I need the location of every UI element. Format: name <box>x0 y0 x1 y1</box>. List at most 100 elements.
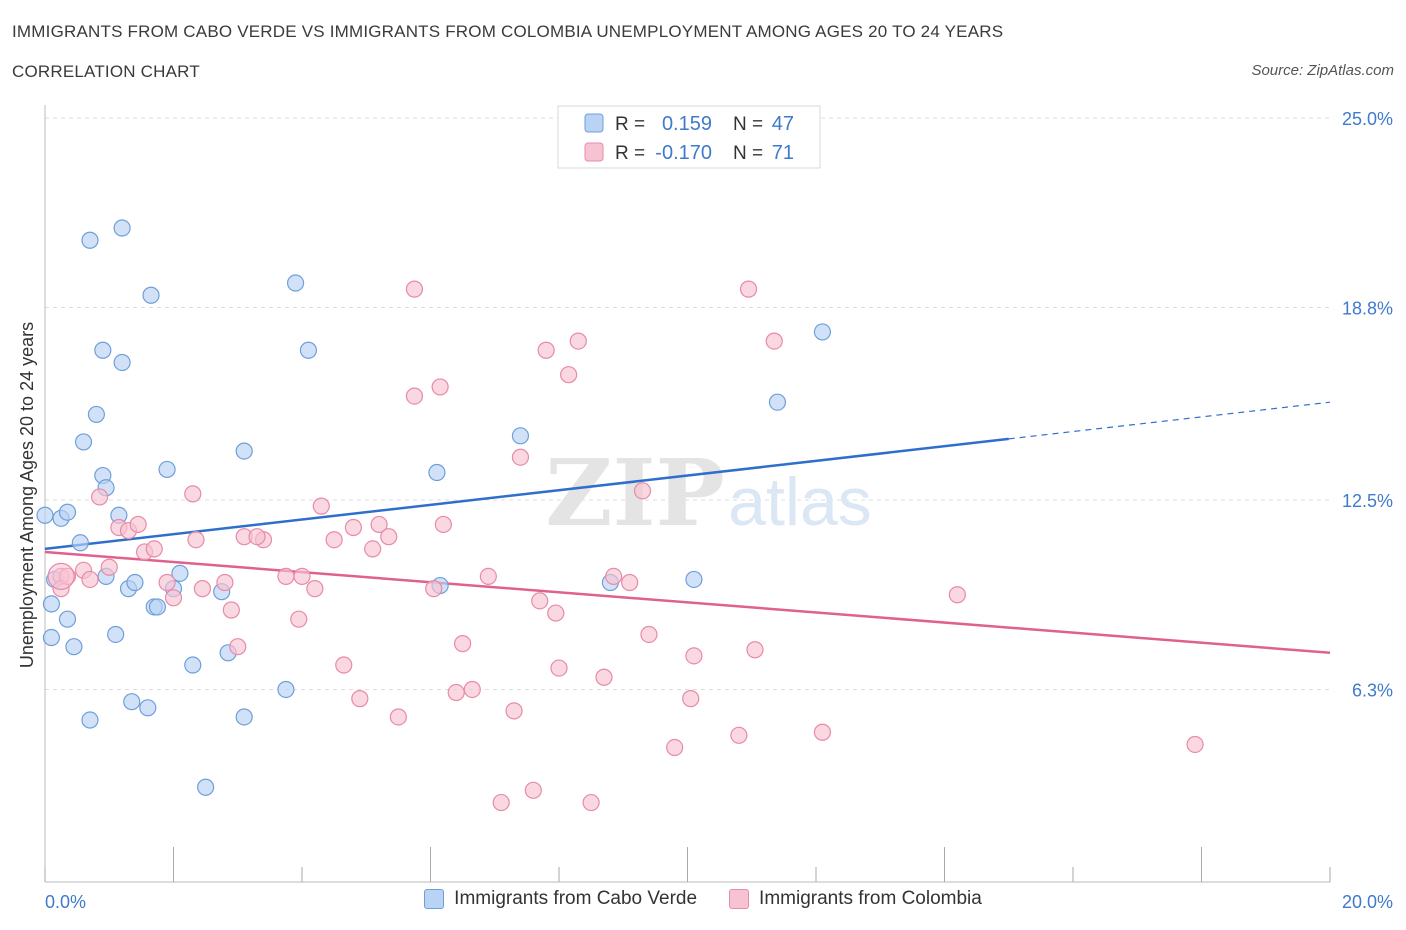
data-points <box>36 219 1204 812</box>
point-colombia-68 <box>1186 735 1204 754</box>
trendline-cabo-verde <box>44 437 1009 551</box>
point-colombia-50 <box>550 659 568 677</box>
point-colombia-26 <box>325 531 343 549</box>
point-colombia-17 <box>216 573 234 592</box>
point-colombia-67 <box>948 586 966 604</box>
x-tick-labels: 0.0% 20.0% <box>45 892 1393 912</box>
point-colombia-cluster <box>47 562 75 591</box>
point-colombia-46 <box>524 781 542 799</box>
point-cabo-verde-4 <box>42 595 61 613</box>
point-colombia-53 <box>582 793 600 812</box>
point-cabo-verde-3 <box>58 503 77 521</box>
point-colombia-57 <box>633 482 652 500</box>
point-cabo-verde-11 <box>87 405 106 424</box>
point-colombia-16 <box>193 580 212 598</box>
point-colombia-43 <box>492 793 510 812</box>
point-cabo-verde-42 <box>685 570 703 589</box>
legend-n-label-2: N = <box>733 143 763 164</box>
point-cabo-verde-9 <box>74 433 93 451</box>
watermark-atlas: atlas <box>728 464 872 540</box>
legend-swatch-pink <box>584 142 604 162</box>
point-cabo-verde-12 <box>94 341 112 359</box>
point-colombia-29 <box>351 690 369 708</box>
point-colombia-39 <box>447 683 465 702</box>
point-cabo-verde-18 <box>113 353 131 372</box>
point-colombia-42 <box>479 567 497 586</box>
source-credit: Source: ZipAtlas.com <box>1251 62 1394 79</box>
point-cabo-verde-28 <box>171 564 189 582</box>
point-colombia-49 <box>547 604 565 622</box>
point-colombia-36 <box>425 580 443 598</box>
point-colombia-11 <box>145 540 163 558</box>
point-colombia-6 <box>100 558 118 576</box>
correlation-legend: R = 0.159 N = 47 R = -0.170 N = 71 <box>557 105 821 169</box>
trend-lines <box>44 401 1331 655</box>
point-cabo-verde-26 <box>158 460 176 479</box>
point-colombia-4 <box>81 570 99 589</box>
legend-swatch-colombia <box>729 889 750 909</box>
legend-item-colombia: Immigrants from Colombia <box>729 888 982 910</box>
point-cabo-verde-0 <box>36 506 54 524</box>
point-cabo-verde-30 <box>197 778 215 796</box>
point-colombia-70 <box>248 528 266 546</box>
point-cabo-verde-29 <box>184 656 202 674</box>
point-colombia-51 <box>560 366 578 384</box>
point-colombia-13 <box>164 589 183 607</box>
point-colombia-30 <box>364 540 382 558</box>
legend-swatch-cabo-verde <box>424 889 445 909</box>
grid-lines <box>45 117 1330 690</box>
point-colombia-32 <box>380 528 398 546</box>
series-legend: Immigrants from Cabo Verde Immigrants fr… <box>0 888 1406 910</box>
legend-r-label-2: R = <box>615 143 645 164</box>
point-cabo-verde-45 <box>81 711 99 729</box>
legend-label-colombia: Immigrants from Colombia <box>759 888 982 909</box>
point-colombia-14 <box>184 485 202 503</box>
x-tick-label-0: 0.0% <box>45 892 86 912</box>
point-cabo-verde-37 <box>299 341 318 359</box>
point-colombia-58 <box>640 625 658 644</box>
point-cabo-verde-34 <box>235 708 253 726</box>
point-colombia-24 <box>306 580 324 598</box>
point-cabo-verde-44 <box>813 323 832 341</box>
point-colombia-62 <box>730 726 748 744</box>
point-colombia-56 <box>621 573 639 592</box>
point-colombia-28 <box>344 518 362 537</box>
y-tick-label-3: 25.0% <box>1342 109 1393 129</box>
point-colombia-54 <box>595 668 613 686</box>
trendline-cabo-verde-extension <box>1008 401 1331 440</box>
point-colombia-34 <box>405 280 424 298</box>
point-colombia-38 <box>434 515 452 534</box>
point-cabo-verde-40 <box>511 427 530 445</box>
legend-r-label-1: R = <box>615 114 645 135</box>
point-colombia-69 <box>293 567 311 586</box>
legend-swatch-blue <box>584 113 604 133</box>
trendline-colombia <box>44 550 1331 655</box>
point-colombia-61 <box>685 647 703 665</box>
point-colombia-44 <box>505 702 523 720</box>
point-colombia-55 <box>605 567 623 586</box>
point-colombia-63 <box>739 280 758 298</box>
point-colombia-18 <box>222 601 240 619</box>
point-colombia-22 <box>277 567 295 586</box>
point-cabo-verde-7 <box>65 638 83 656</box>
point-colombia-19 <box>229 638 247 656</box>
point-colombia-66 <box>813 723 832 741</box>
point-colombia-52 <box>569 332 587 350</box>
point-colombia-12 <box>158 573 176 592</box>
legend-n-value-1: 47 <box>772 113 794 135</box>
chart-subtitle: CORRELATION CHART <box>12 62 200 81</box>
point-cabo-verde-38 <box>428 463 446 482</box>
legend-r-value-1: 0.159 <box>662 113 712 135</box>
point-cabo-verde-16 <box>107 625 125 644</box>
point-cabo-verde-46 <box>148 598 167 616</box>
y-axis-label: Unemployment Among Ages 20 to 24 years <box>17 322 37 668</box>
y-tick-label-1: 12.5% <box>1342 491 1393 511</box>
chart-title: IMMIGRANTS FROM CABO VERDE VS IMMIGRANTS… <box>12 22 1004 41</box>
point-colombia-40 <box>454 635 472 653</box>
point-colombia-33 <box>389 708 407 726</box>
y-tick-label-0: 6.3% <box>1352 680 1393 700</box>
point-colombia-37 <box>431 378 449 396</box>
point-colombia-64 <box>746 641 764 659</box>
point-colombia-60 <box>682 690 700 708</box>
